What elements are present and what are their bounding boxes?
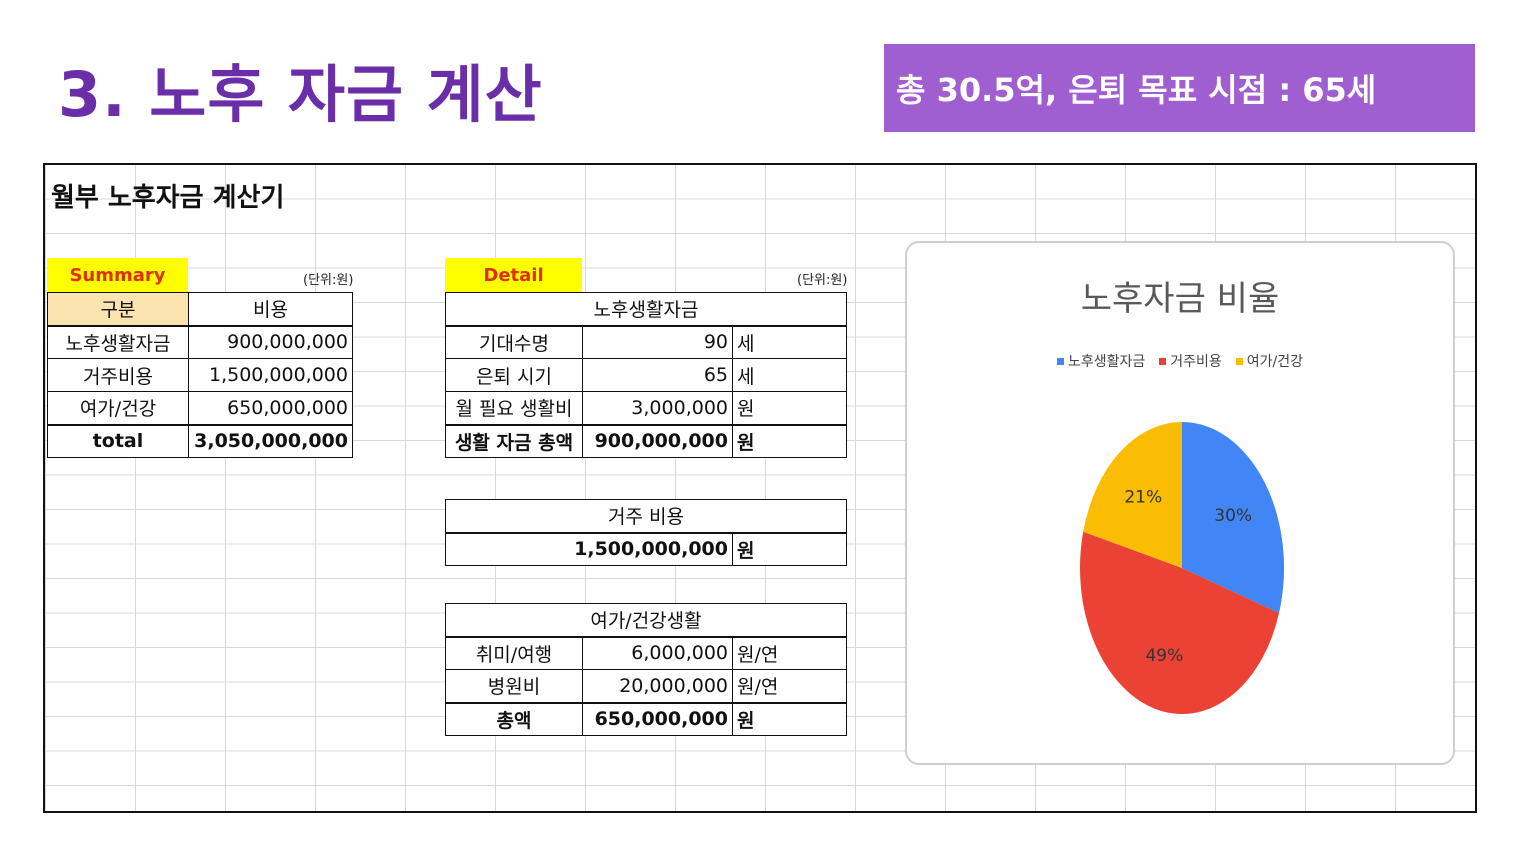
pie-chart-panel[interactable]: 노후자금 비율 노후생활자금 거주비용 여가/건강 30% 49% 21% [905, 241, 1455, 765]
summary-unit: (단위:원) [303, 273, 354, 288]
living-fund-table: 노후생활자금 기대수명 90 세 은퇴 시기 65 세 월 필요 생활비 3,0… [445, 292, 847, 458]
living-row-label: 은퇴 시기 [445, 358, 583, 392]
summary-row-label: 여가/건강 [47, 391, 189, 425]
living-total-value: 900,000,000 [582, 423, 733, 458]
housing-header: 거주 비용 [445, 499, 847, 533]
summary-header-cost: 비용 [188, 292, 353, 326]
slide-title: 3. 노후 자금 계산 [58, 58, 543, 131]
living-row-unit: 원 [732, 391, 847, 425]
leisure-row-label: 취미/여행 [445, 635, 583, 670]
summary-row-label: 노후생활자금 [47, 324, 189, 359]
legend-item: 노후생활자금 [1056, 351, 1146, 371]
leisure-total-value: 650,000,000 [582, 701, 733, 736]
pie-slice-2 [1083, 422, 1182, 568]
detail-unit: (단위:원) [797, 273, 848, 288]
summary-total-label: total [47, 423, 189, 458]
sheet-title: 월부 노후자금 계산기 [51, 183, 285, 213]
legend-label: 여가/건강 [1246, 354, 1304, 370]
living-total-label: 생활 자금 총액 [445, 423, 583, 458]
living-row-unit: 세 [732, 324, 847, 359]
pie-data-label-0: 30% [1214, 506, 1252, 526]
legend-swatch [1056, 357, 1064, 365]
living-fund-header: 노후생활자금 [445, 292, 847, 326]
leisure-total-unit: 원 [732, 701, 847, 736]
pie-chart: 30% 49% 21% [1079, 422, 1284, 715]
living-row-label: 월 필요 생활비 [445, 391, 583, 425]
leisure-header: 여가/건강생활 [445, 603, 847, 637]
summary-header-category: 구분 [47, 292, 189, 326]
leisure-row-value: 20,000,000 [582, 669, 733, 703]
living-row-unit: 세 [732, 358, 847, 392]
pie-slice-0 [1182, 422, 1284, 614]
legend-item: 거주비용 [1159, 351, 1222, 371]
living-row-label: 기대수명 [445, 324, 583, 359]
summary-row-label: 거주비용 [47, 358, 189, 392]
leisure-health-table: 여가/건강생활 취미/여행 6,000,000 원/연 병원비 20,000,0… [445, 603, 847, 736]
housing-cost-table: 거주 비용 1,500,000,000 원 [445, 499, 847, 566]
chart-title: 노후자금 비율 [1080, 279, 1280, 319]
leisure-row-value: 6,000,000 [582, 635, 733, 670]
legend-item: 여가/건강 [1235, 351, 1304, 371]
living-total-unit: 원 [732, 423, 847, 458]
summary-total-value: 3,050,000,000 [188, 423, 353, 458]
living-row-value: 3,000,000 [582, 391, 733, 425]
legend-label: 노후생활자금 [1067, 354, 1146, 370]
leisure-total-label: 총액 [445, 701, 583, 736]
summary-row-value: 650,000,000 [188, 391, 353, 425]
summary-row-value: 1,500,000,000 [188, 358, 353, 392]
housing-value: 1,500,000,000 [445, 531, 733, 566]
legend-swatch [1235, 357, 1243, 365]
chart-legend: 노후생활자금 거주비용 여가/건강 [907, 351, 1453, 371]
pie-data-label-2: 21% [1124, 487, 1162, 507]
leisure-row-unit: 원/연 [732, 635, 847, 670]
living-row-value: 90 [582, 324, 733, 359]
detail-tag: Detail [445, 258, 582, 292]
summary-tag: Summary [47, 258, 188, 292]
living-row-value: 65 [582, 358, 733, 392]
legend-swatch [1159, 357, 1167, 365]
legend-label: 거주비용 [1170, 354, 1222, 370]
pie-data-label-1: 49% [1145, 646, 1183, 666]
spreadsheet: 월부 노후자금 계산기 Summary (단위:원) 구분 비용 노후생활자금 … [43, 163, 1477, 813]
leisure-row-label: 병원비 [445, 669, 583, 703]
pie-slice-1 [1079, 531, 1280, 715]
summary-row-value: 900,000,000 [188, 324, 353, 359]
leisure-row-unit: 원/연 [732, 669, 847, 703]
summary-table: 구분 비용 노후생활자금 900,000,000 거주비용 1,500,000,… [47, 292, 353, 458]
goal-banner: 총 30.5억, 은퇴 목표 시점 : 65세 [884, 44, 1475, 132]
housing-unit: 원 [732, 531, 847, 566]
